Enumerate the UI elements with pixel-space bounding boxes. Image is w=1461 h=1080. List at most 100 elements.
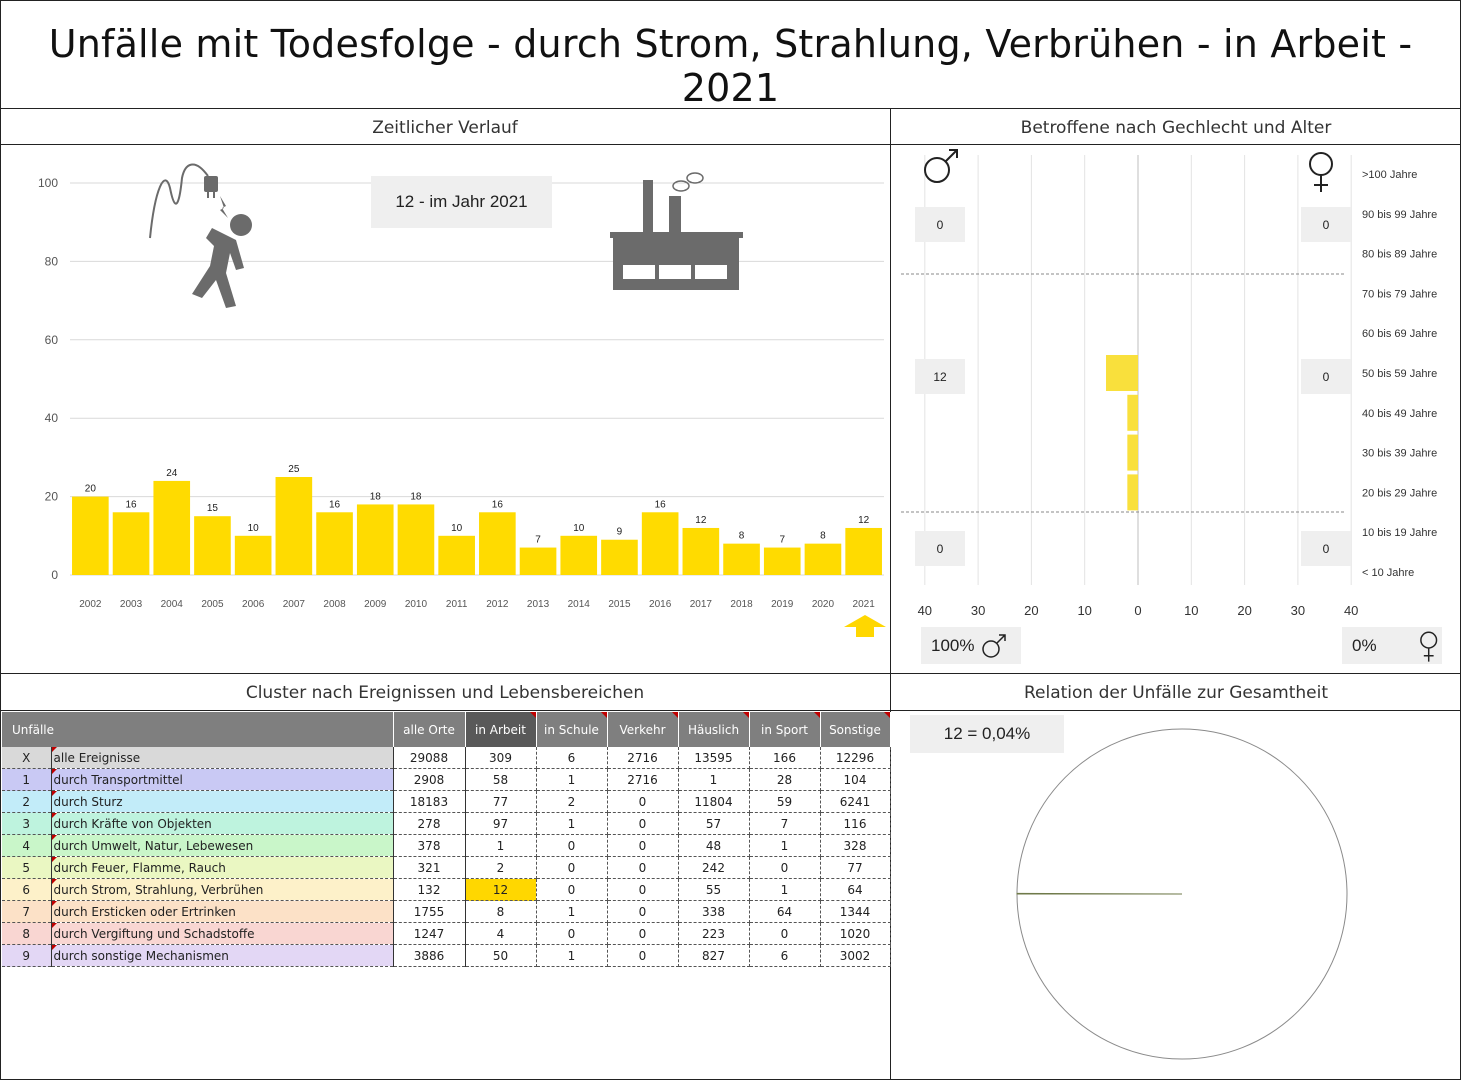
table-cell[interactable]: 0 <box>536 878 608 901</box>
table-cell[interactable]: 8 <box>465 900 537 923</box>
table-cell[interactable]: 1020 <box>820 922 891 945</box>
table-cell[interactable]: 12296 <box>820 747 891 769</box>
table-cell[interactable]: 321 <box>393 856 466 879</box>
table-cell[interactable]: 7 <box>749 812 821 835</box>
table-row[interactable]: 6 durch Strom, Strahlung, Verbrühen 132 12 0… <box>2 878 891 901</box>
table-cell[interactable]: 309 <box>465 747 537 769</box>
table-cell[interactable]: 0 <box>536 834 608 857</box>
table-row[interactable]: 8 durch Vergiftung und Schadstoffe 1247 4 0 0… <box>2 922 891 945</box>
table-cell[interactable]: 116 <box>820 812 891 835</box>
table-cell[interactable]: 2 <box>465 856 537 879</box>
table-cell[interactable]: 0 <box>607 900 679 923</box>
column-header-alle-orte[interactable]: alle Orte <box>393 712 466 747</box>
table-cell[interactable]: 64 <box>820 878 891 901</box>
table-cell[interactable]: 2716 <box>607 747 679 769</box>
table-row[interactable]: 3 durch Kräfte von Objekten 278 97 1 0 57 7 116 <box>2 812 891 835</box>
table-cell[interactable]: 18183 <box>393 790 466 813</box>
table-cell[interactable]: 1 <box>536 944 608 967</box>
table-cell[interactable]: 132 <box>393 878 466 901</box>
row-id: 5 <box>2 856 52 879</box>
table-cell[interactable]: 4 <box>465 922 537 945</box>
table-cell[interactable]: 3886 <box>393 944 466 967</box>
table-cell[interactable]: 77 <box>820 856 891 879</box>
table-cell[interactable]: 278 <box>393 812 466 835</box>
age-group-label: 90 bis 99 Jahre <box>1362 209 1437 221</box>
table-cell[interactable]: 1344 <box>820 900 891 923</box>
table-cell[interactable]: 77 <box>465 790 537 813</box>
table-cell[interactable]: 58 <box>465 768 537 791</box>
table-row[interactable]: 2 durch Sturz 18183 77 2 0 11804 59 6241 <box>2 790 891 813</box>
column-header-in-arbeit[interactable]: in Arbeit <box>465 712 537 747</box>
table-cell[interactable]: 328 <box>820 834 891 857</box>
table-cell[interactable]: 242 <box>678 856 750 879</box>
table-cell[interactable]: 1 <box>536 900 608 923</box>
table-cell[interactable]: 12 <box>465 878 537 901</box>
bar <box>560 535 598 575</box>
comment-marker <box>813 712 820 718</box>
table-cell[interactable]: 50 <box>465 944 537 967</box>
table-cell[interactable]: 378 <box>393 834 466 857</box>
table-cell[interactable]: 13595 <box>678 747 750 769</box>
table-cell[interactable]: 29088 <box>393 747 466 769</box>
table-cell[interactable]: 0 <box>749 922 821 945</box>
table-cell[interactable]: 827 <box>678 944 750 967</box>
table-cell[interactable]: 104 <box>820 768 891 791</box>
table-cell[interactable]: 59 <box>749 790 821 813</box>
data-label: 10 <box>573 523 585 534</box>
table-cell[interactable]: 166 <box>749 747 821 769</box>
table-cell[interactable]: 1755 <box>393 900 466 923</box>
table-cell[interactable]: 0 <box>536 856 608 879</box>
table-cell[interactable]: 0 <box>607 878 679 901</box>
table-cell[interactable]: 1 <box>536 768 608 791</box>
column-header-in-schule[interactable]: in Schule <box>536 712 608 747</box>
table-cell[interactable]: 338 <box>678 900 750 923</box>
x-tick-label: 20 <box>1024 603 1038 618</box>
table-cell[interactable]: 2908 <box>393 768 466 791</box>
table-cell[interactable]: 0 <box>607 790 679 813</box>
table-cell[interactable]: 3002 <box>820 944 891 967</box>
table-cell[interactable]: 0 <box>536 922 608 945</box>
y-tick-label: 60 <box>45 333 59 347</box>
table-row[interactable]: 7 durch Ersticken oder Ertrinken 1755 8 1 0 33… <box>2 900 891 923</box>
table-cell[interactable]: 1 <box>678 768 750 791</box>
table-cell[interactable]: 1 <box>465 834 537 857</box>
x-tick-label: 40 <box>918 603 932 618</box>
column-header-verkehr[interactable]: Verkehr <box>607 712 679 747</box>
table-cell[interactable]: 6 <box>749 944 821 967</box>
table-cell[interactable]: 1 <box>749 834 821 857</box>
table-cell[interactable]: 1 <box>536 812 608 835</box>
x-tick-label: 10 <box>1184 603 1198 618</box>
table-cell[interactable]: 6 <box>536 747 608 769</box>
x-tick-label: 2019 <box>771 599 794 610</box>
table-cell[interactable]: 223 <box>678 922 750 945</box>
x-tick-label: 2009 <box>364 599 387 610</box>
row-label-text: alle Ereignisse <box>53 750 141 765</box>
table-row[interactable]: 4 durch Umwelt, Natur, Lebewesen 378 1 0 0 48 1… <box>2 834 891 857</box>
table-cell[interactable]: 97 <box>465 812 537 835</box>
table-row[interactable]: 5 durch Feuer, Flamme, Rauch 321 2 0 0 242 0 77 <box>2 856 891 879</box>
table-cell[interactable]: 57 <box>678 812 750 835</box>
female-count-top: 0 <box>1301 207 1351 242</box>
table-cell[interactable]: 0 <box>607 856 679 879</box>
column-header-sonstige[interactable]: Sonstige <box>820 712 891 747</box>
table-cell[interactable]: 11804 <box>678 790 750 813</box>
table-cell[interactable]: 28 <box>749 768 821 791</box>
table-cell[interactable]: 6241 <box>820 790 891 813</box>
table-cell[interactable]: 0 <box>749 856 821 879</box>
table-cell[interactable]: 0 <box>607 944 679 967</box>
table-cell[interactable]: 48 <box>678 834 750 857</box>
column-header-haeuslich[interactable]: Häuslich <box>678 712 750 747</box>
table-cell[interactable]: 55 <box>678 878 750 901</box>
table-cell[interactable]: 2 <box>536 790 608 813</box>
table-row[interactable]: 1 durch Transportmittel 2908 58 1 2716 1 28 104 <box>2 768 891 791</box>
table-cell[interactable]: 2716 <box>607 768 679 791</box>
table-cell[interactable]: 0 <box>607 812 679 835</box>
table-cell[interactable]: 1247 <box>393 922 466 945</box>
table-cell[interactable]: 1 <box>749 878 821 901</box>
table-cell[interactable]: 0 <box>607 834 679 857</box>
table-cell[interactable]: 0 <box>607 922 679 945</box>
column-header-in-sport[interactable]: in Sport <box>749 712 821 747</box>
table-cell[interactable]: 64 <box>749 900 821 923</box>
table-row[interactable]: 9 durch sonstige Mechanismen 3886 50 1 0 827 6 3… <box>2 944 891 967</box>
